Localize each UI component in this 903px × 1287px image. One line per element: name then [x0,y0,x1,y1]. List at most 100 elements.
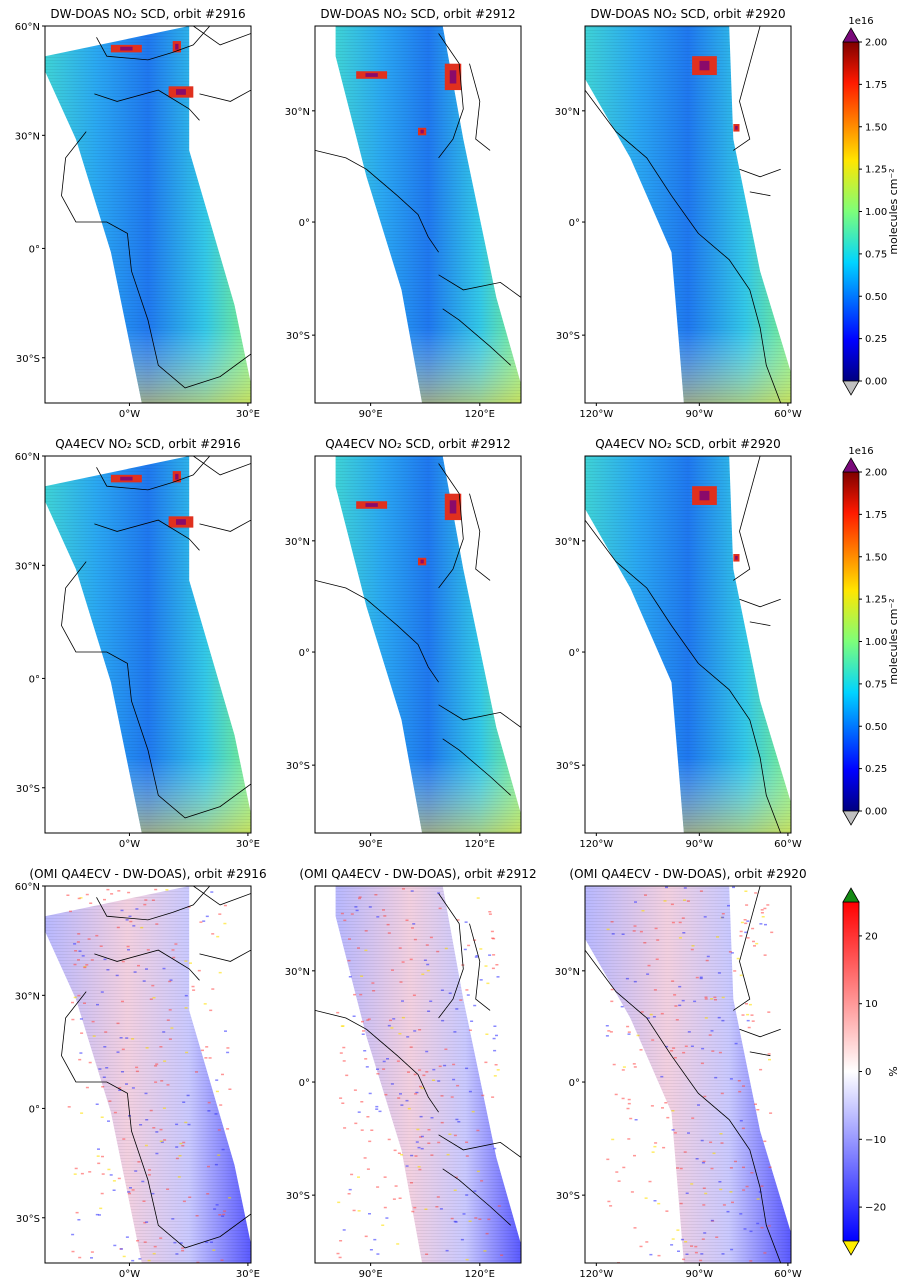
lon-label: 90°E [359,409,383,420]
colorbar-tick-label: 1.50 [865,552,887,563]
diff-speckle [340,1025,344,1027]
diff-speckle [370,1129,374,1131]
diff-speckle [383,1176,387,1178]
diff-speckle [627,1102,631,1105]
diff-speckle [79,897,83,899]
panel-title: DW-DOAS NO₂ SCD, orbit #2912 [320,7,515,21]
no2-hotspot-core [365,73,378,77]
no2-hotspot-core [735,555,738,560]
diff-speckle [491,967,495,970]
diff-speckle [375,1105,379,1108]
diff-speckle [381,1224,385,1226]
panel-title: QA4ECV NO₂ SCD, orbit #2912 [325,437,511,451]
coastline [438,1134,521,1158]
diff-speckle [205,915,209,918]
diff-speckle [113,1244,117,1247]
coastline [315,1010,439,1113]
diff-speckle [615,1171,619,1173]
no2-hotspot-core [420,129,424,134]
coastline [739,1028,781,1038]
diff-speckle [223,922,227,925]
diff-speckle [763,954,767,956]
lat-label: 0° [569,218,580,229]
coastline [733,26,761,151]
diff-speckle [363,1157,367,1159]
diff-speckle [393,1149,397,1152]
diff-speckle [96,1155,100,1157]
lon-label: 60°W [774,839,802,850]
diff-speckle [339,1240,343,1242]
diff-speckle [743,919,747,921]
diff-speckle [131,1259,135,1262]
diff-speckle [90,1257,93,1259]
diff-speckle [107,1168,111,1171]
lat-label: 30°S [286,331,310,342]
lat-label: 30°S [286,761,310,772]
diff-speckle [612,1063,616,1066]
map-area [45,886,251,1263]
coastline [585,519,782,833]
diff-speckle [376,1186,380,1188]
diff-speckle [66,894,70,896]
diff-speckle [653,1145,657,1148]
diff-speckle [473,939,477,941]
diff-speckle [361,1020,364,1023]
diff-speckle [756,1109,760,1111]
colorbar-tick-label: 0.50 [865,722,887,733]
diff-speckle [751,1020,755,1022]
coastline [585,89,782,403]
lon-label: 0°W [119,409,140,420]
diff-speckle [197,969,201,972]
diff-speckle [610,1000,614,1003]
diff-speckle [648,1180,652,1183]
diff-speckle [376,1253,380,1255]
diff-speckle [101,1155,104,1158]
diff-speckle [336,1011,340,1014]
diff-speckle [365,1066,369,1068]
diff-speckle [368,1140,372,1143]
diff-speckle [767,1053,771,1055]
diff-speckle [661,1107,664,1109]
colorbar-tick-label: 0.75 [865,679,887,690]
diff-speckle [78,1256,82,1259]
diff-speckle [343,1127,347,1129]
lat-label: 0° [299,218,310,229]
diff-speckle [366,1116,370,1118]
no2-hotspot-core [176,89,186,95]
colorbar: −20 −10 0 10 20% [842,887,900,1256]
diff-speckle [761,916,765,918]
lat-label: 0° [29,674,40,685]
diff-speckle [741,1014,745,1016]
no2-hotspot-core [120,476,133,481]
diff-speckle [202,920,206,922]
map-panel: (OMI QA4ECV - DW-DOAS), orbit #2912 30°N 0… [285,867,537,1280]
diff-speckle [339,1052,343,1054]
diff-speckle [739,974,743,977]
diff-speckle [387,1138,391,1141]
diff-speckle [476,897,480,899]
diff-speckle [626,1025,630,1028]
lat-label: 30°N [285,967,310,978]
diff-speckle [110,893,114,895]
diff-speckle [644,1197,648,1199]
diff-speckle [342,1046,346,1049]
panel-frame [584,885,792,1264]
diff-speckle [479,948,483,950]
diff-speckle [360,1129,364,1131]
diff-speckle [341,1102,345,1104]
no2-hotspot-core [449,500,457,514]
colorbar-unit-label: molecules cm⁻² [887,598,900,684]
coastline [438,33,464,159]
diff-speckle [744,922,748,925]
diff-speckle [665,1210,669,1212]
lat-label: 30°N [555,107,580,118]
coastline [438,893,464,1019]
diff-speckle [88,1061,92,1064]
diff-speckle [95,1213,99,1216]
diff-speckle [607,1030,611,1032]
diff-speckle [485,1033,489,1035]
diff-speckle [610,988,614,991]
diff-speckle [385,1217,389,1219]
diff-speckle [364,1235,368,1238]
diff-speckle [634,1119,638,1121]
